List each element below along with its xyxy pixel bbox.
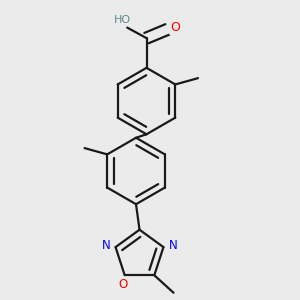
Text: N: N bbox=[101, 239, 110, 252]
Text: HO: HO bbox=[113, 15, 130, 25]
Text: N: N bbox=[169, 239, 178, 252]
Text: O: O bbox=[170, 21, 180, 34]
Text: O: O bbox=[118, 278, 128, 290]
